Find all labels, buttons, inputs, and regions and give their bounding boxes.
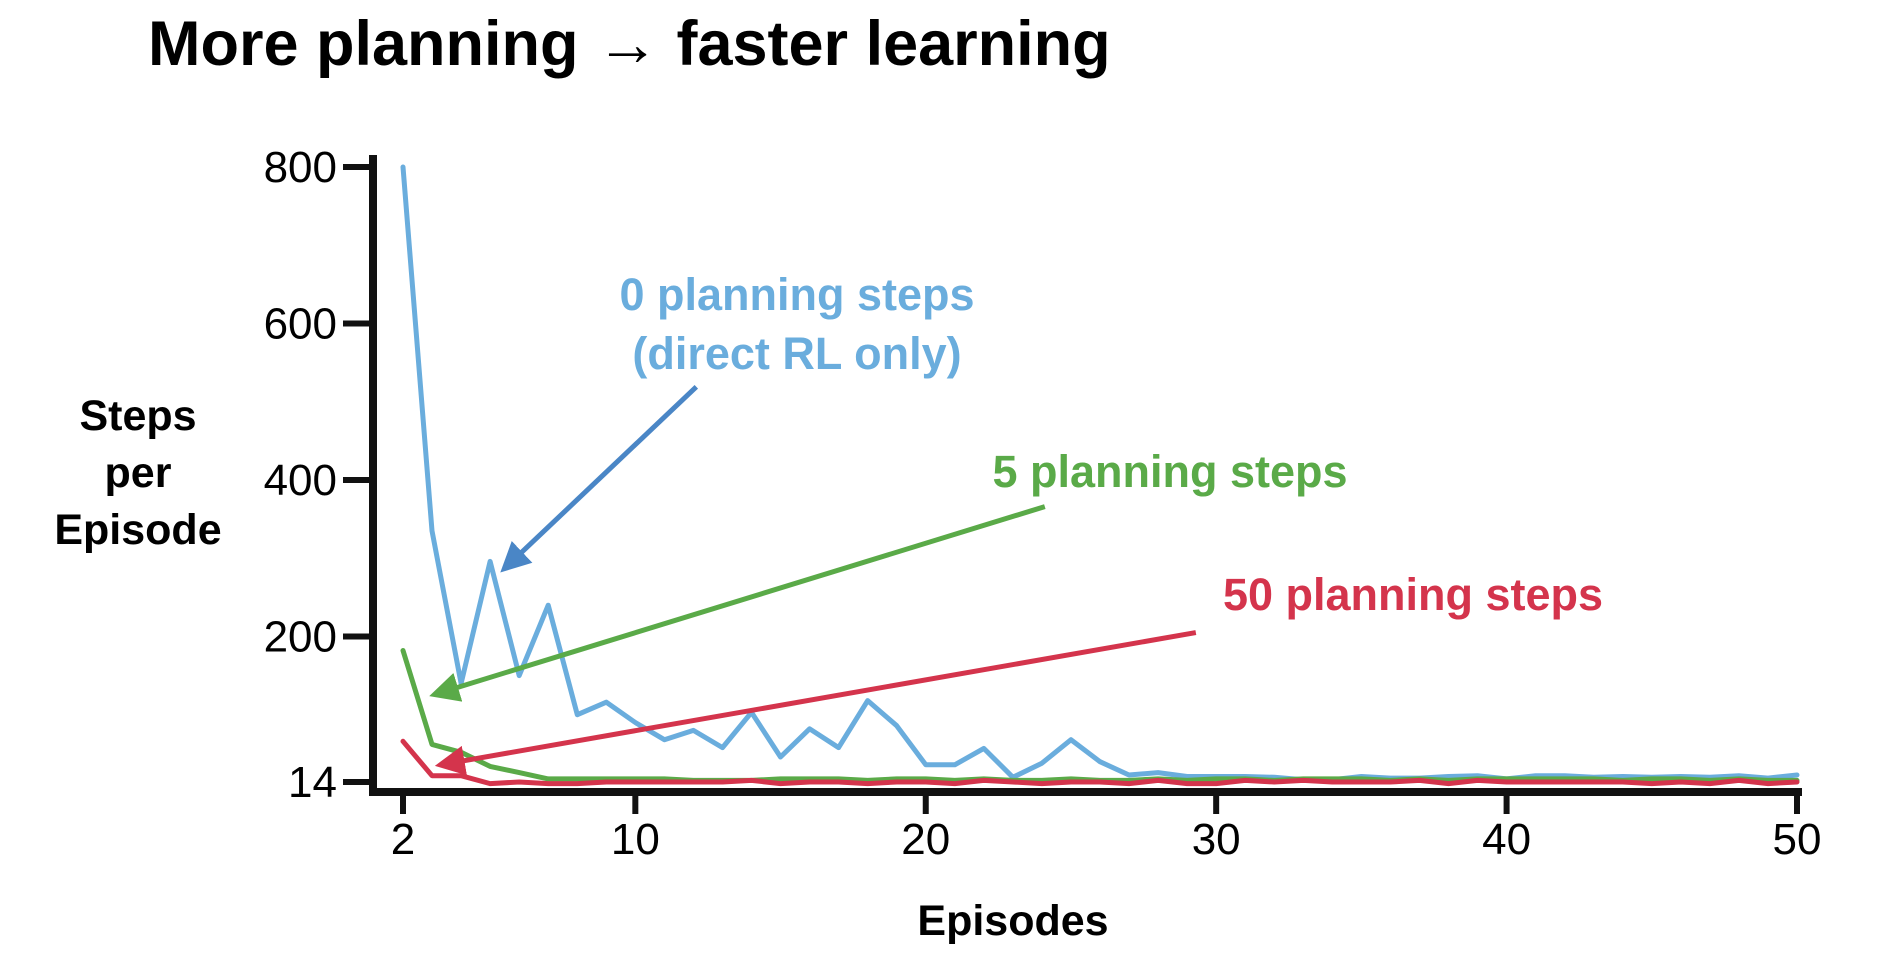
x-tick-label: 30: [1192, 815, 1241, 864]
annotation-five: 5 planning steps: [429, 446, 1348, 702]
y-tick-label: 800: [264, 143, 337, 192]
y-tick-label: 14: [288, 758, 337, 807]
annotation-arrow-zero: [500, 385, 699, 573]
y-axis-label-line: Steps: [79, 392, 196, 440]
x-tick-label: 40: [1482, 815, 1531, 864]
x-tick-label: 2: [391, 815, 415, 864]
series-line-zero: [400, 164, 1800, 783]
y-axis-label-line: Episode: [54, 506, 221, 554]
annotation-fifty: 50 planning steps: [434, 569, 1603, 776]
annotation-arrow-fifty: [434, 630, 1197, 776]
x-tick-label: 10: [611, 815, 660, 864]
annotation-label-five: 5 planning steps: [992, 446, 1347, 497]
y-tick-label: 200: [264, 612, 337, 661]
annotation-zero: 0 planning steps (direct RL only): [500, 269, 975, 573]
annotation-label-fifty: 50 planning steps: [1223, 569, 1603, 620]
x-tick-label: 20: [901, 815, 950, 864]
y-tick-label: 600: [264, 299, 337, 348]
series-layer: [400, 164, 1800, 787]
x-tick-label: 50: [1773, 815, 1822, 864]
axes: 14 200 400 600 800 2 10 20 30 40 50 Episodes Steps pe…: [54, 143, 1821, 945]
x-axis-label: Episodes: [917, 897, 1108, 945]
series-line-fifty: [400, 738, 1800, 787]
annotations: 0 planning steps (direct RL only) 5 planni…: [429, 269, 1603, 776]
annotation-label-zero: (direct RL only): [632, 328, 961, 379]
annotation-arrow-five: [429, 504, 1046, 702]
y-tick-label: 400: [264, 456, 337, 505]
annotation-label-zero: 0 planning steps: [619, 269, 974, 320]
y-axis-label-line: per: [105, 449, 172, 497]
slide-title: More planning → faster learning: [148, 9, 1111, 79]
